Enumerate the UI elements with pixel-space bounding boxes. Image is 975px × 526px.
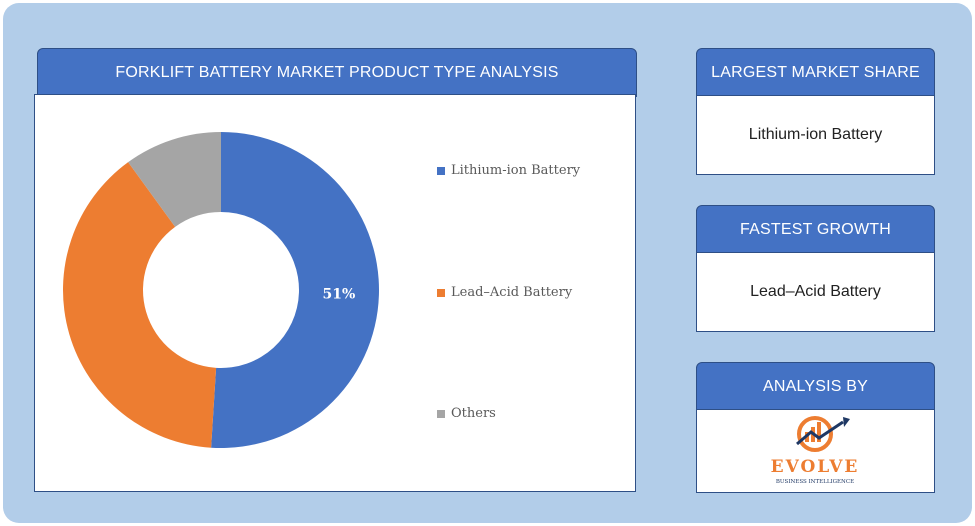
- logo-arrow: [796, 420, 844, 446]
- analysis-by-title: ANALYSIS BY: [696, 362, 935, 411]
- legend-label: Lithium-ion Battery: [451, 163, 581, 178]
- legend-swatch: [437, 409, 445, 418]
- legend-label: Others: [451, 406, 496, 421]
- fastest-growth-value: Lead–Acid Battery: [750, 283, 881, 300]
- logo-ring: [797, 416, 833, 452]
- largest-share-title: LARGEST MARKET SHARE: [696, 48, 935, 97]
- legend-swatch: [437, 288, 445, 297]
- donut-slice-lithium: [211, 132, 380, 449]
- legend-item-lead-acid: Lead–Acid Battery: [437, 285, 572, 300]
- donut-slice-others: [128, 132, 221, 227]
- legend-item-others: Others: [437, 406, 496, 421]
- logo-bar: [817, 422, 821, 442]
- fastest-growth-panel: Lead–Acid Battery: [696, 252, 935, 332]
- largest-share-panel: Lithium-ion Battery: [696, 95, 935, 175]
- donut-chart: 51%: [62, 132, 380, 449]
- logo-tagline: BUSINESS INTELLIGENCE: [776, 479, 854, 485]
- logo-name: EVOLVE: [771, 457, 860, 477]
- chart-panel-title: FORKLIFT BATTERY MARKET PRODUCT TYPE ANA…: [37, 48, 637, 97]
- legend-label: Lead–Acid Battery: [451, 285, 573, 300]
- legend-swatch: [437, 166, 445, 175]
- chart-panel: 51%: [34, 94, 636, 492]
- donut-slice-lead-acid: [62, 162, 217, 448]
- largest-share-value: Lithium-ion Battery: [748, 126, 883, 143]
- donut-data-label: 51%: [323, 287, 356, 303]
- logo-arrow-head: [843, 417, 850, 427]
- fastest-growth-title: FASTEST GROWTH: [696, 205, 935, 254]
- legend-item-lithium: Lithium-ion Battery: [437, 163, 580, 178]
- analysis-by-panel: EVOLVE BUSINESS INTELLIGENCE: [696, 409, 935, 493]
- evolve-logo: EVOLVE BUSINESS INTELLIGENCE: [771, 416, 860, 485]
